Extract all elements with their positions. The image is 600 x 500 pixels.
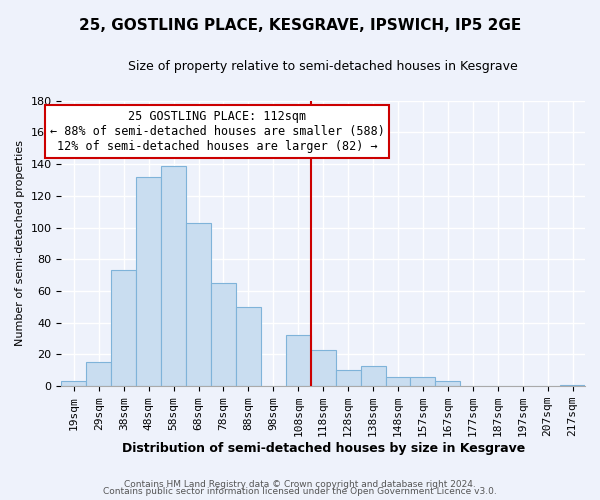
- Bar: [436, 382, 460, 386]
- Bar: [161, 166, 186, 386]
- Text: 25 GOSTLING PLACE: 112sqm
← 88% of semi-detached houses are smaller (588)
12% of: 25 GOSTLING PLACE: 112sqm ← 88% of semi-…: [50, 110, 385, 153]
- X-axis label: Distribution of semi-detached houses by size in Kesgrave: Distribution of semi-detached houses by …: [122, 442, 525, 455]
- Text: Contains HM Land Registry data © Crown copyright and database right 2024.: Contains HM Land Registry data © Crown c…: [124, 480, 476, 489]
- Bar: [61, 382, 86, 386]
- Text: 25, GOSTLING PLACE, KESGRAVE, IPSWICH, IP5 2GE: 25, GOSTLING PLACE, KESGRAVE, IPSWICH, I…: [79, 18, 521, 32]
- Bar: [361, 366, 386, 386]
- Bar: [211, 283, 236, 386]
- Bar: [136, 176, 161, 386]
- Bar: [386, 376, 410, 386]
- Bar: [186, 223, 211, 386]
- Bar: [410, 376, 436, 386]
- Bar: [236, 307, 261, 386]
- Y-axis label: Number of semi-detached properties: Number of semi-detached properties: [15, 140, 25, 346]
- Bar: [560, 384, 585, 386]
- Bar: [286, 336, 311, 386]
- Bar: [311, 350, 335, 386]
- Text: Contains public sector information licensed under the Open Government Licence v3: Contains public sector information licen…: [103, 488, 497, 496]
- Bar: [86, 362, 111, 386]
- Bar: [111, 270, 136, 386]
- Bar: [335, 370, 361, 386]
- Title: Size of property relative to semi-detached houses in Kesgrave: Size of property relative to semi-detach…: [128, 60, 518, 73]
